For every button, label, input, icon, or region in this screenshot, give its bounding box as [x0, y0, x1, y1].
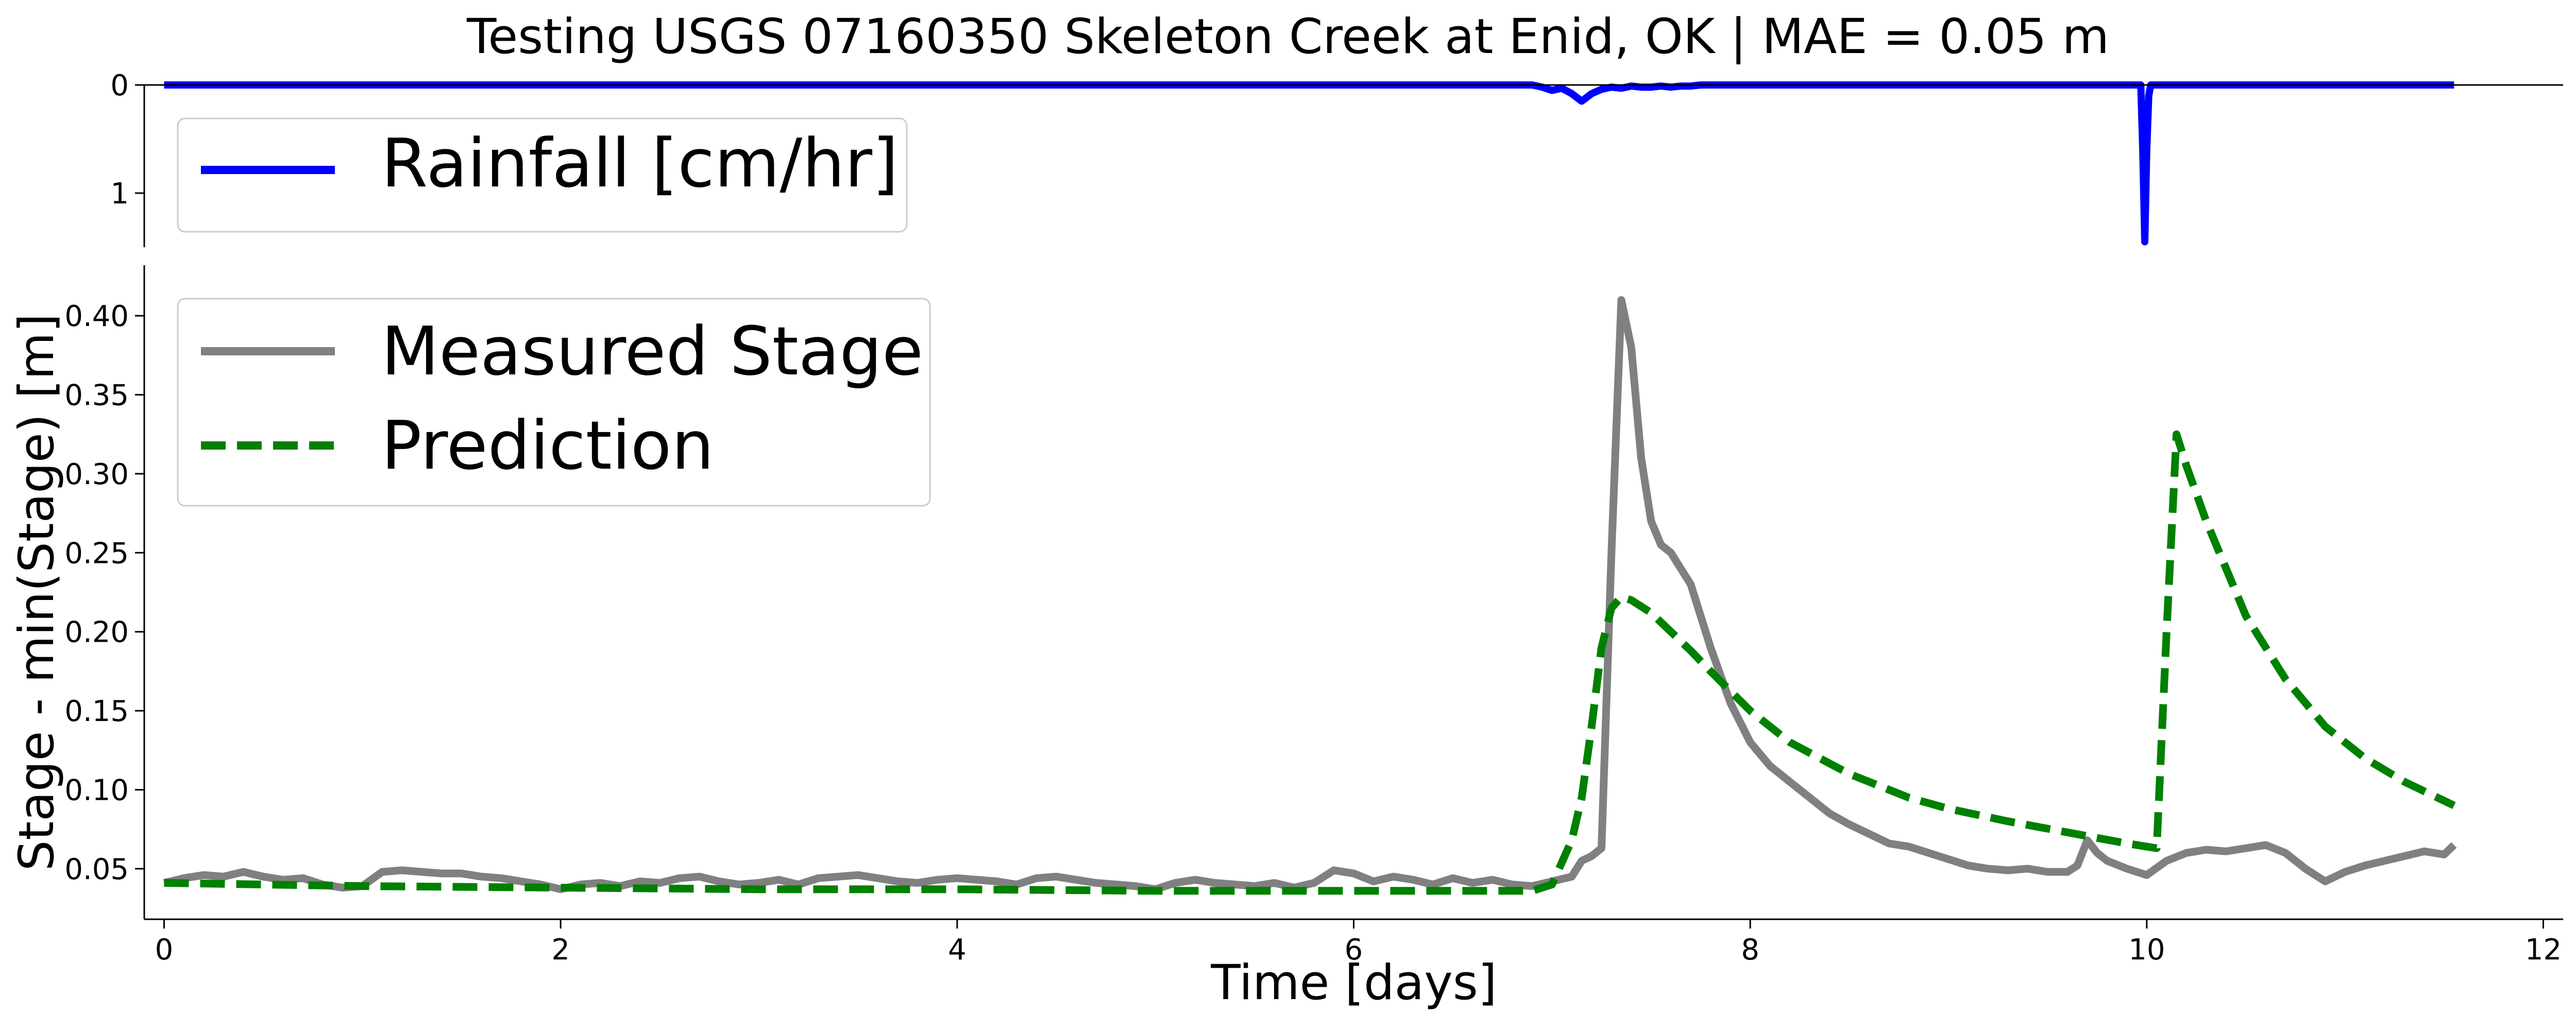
stage-y-tick-label: 0.40: [64, 300, 129, 333]
rainfall-series-layer: [164, 81, 2454, 246]
stage-x-ticks: 0 2 4 6 8 10 12: [155, 919, 2562, 967]
stage-y-tick-label: 0.25: [64, 537, 129, 570]
rainfall-legend: Rainfall [cm/hr]: [177, 117, 908, 233]
rainfall-y-ticks: 01: [110, 69, 144, 211]
chart-title: Testing USGS 07160350 Skeleton Creek at …: [466, 9, 2109, 65]
stage-y-tick-label: 0.10: [64, 774, 129, 807]
stage-x-tick-label: 10: [2128, 933, 2165, 967]
stage-y-tick-label: 0.05: [64, 853, 129, 886]
stage-legend: Measured Stage Prediction: [177, 298, 931, 507]
rainfall-panel: 01 Rainfall [cm/hr]: [110, 69, 2563, 247]
stage-x-tick-label: 0: [155, 933, 174, 967]
y-axis-label: Stage - min(Stage) [m]: [9, 314, 65, 871]
rainfall-y-tick-label: 0: [110, 69, 129, 102]
prediction-legend-label: Prediction: [381, 406, 714, 485]
rainfall-series-line-0: [164, 81, 2454, 246]
stage-y-tick-label: 0.35: [64, 379, 129, 413]
stage-x-tick-label: 4: [948, 933, 967, 967]
rainfall-legend-box: [177, 117, 908, 233]
stage-series-layer: [163, 296, 2457, 895]
rainfall-y-tick-label: 1: [110, 177, 129, 211]
stage-y-ticks: 0.05 0.10 0.15 0.20 0.25 0.30 0.35 0.40: [64, 300, 144, 886]
stage-x-tick-label: 2: [551, 933, 570, 967]
stage-x-tick-label: 6: [1345, 933, 1363, 967]
stage-y-tick-label: 0.15: [64, 695, 129, 728]
stage-y-tick-label: 0.30: [64, 458, 129, 491]
measured-legend-label: Measured Stage: [381, 312, 923, 390]
stage-panel: 0.05 0.10 0.15 0.20 0.25 0.30 0.35 0.40 0 2 4 6 8 10…: [9, 265, 2563, 1011]
rainfall-legend-label: Rainfall [cm/hr]: [381, 124, 899, 202]
stage-series-line-1: [164, 430, 2456, 895]
stage-legend-box: [177, 298, 931, 507]
stage-x-tick-label: 8: [1741, 933, 1759, 967]
stage-x-tick-label: 12: [2525, 933, 2562, 967]
x-axis-label: Time [days]: [1210, 955, 1497, 1011]
stage-y-tick-label: 0.20: [64, 616, 129, 649]
